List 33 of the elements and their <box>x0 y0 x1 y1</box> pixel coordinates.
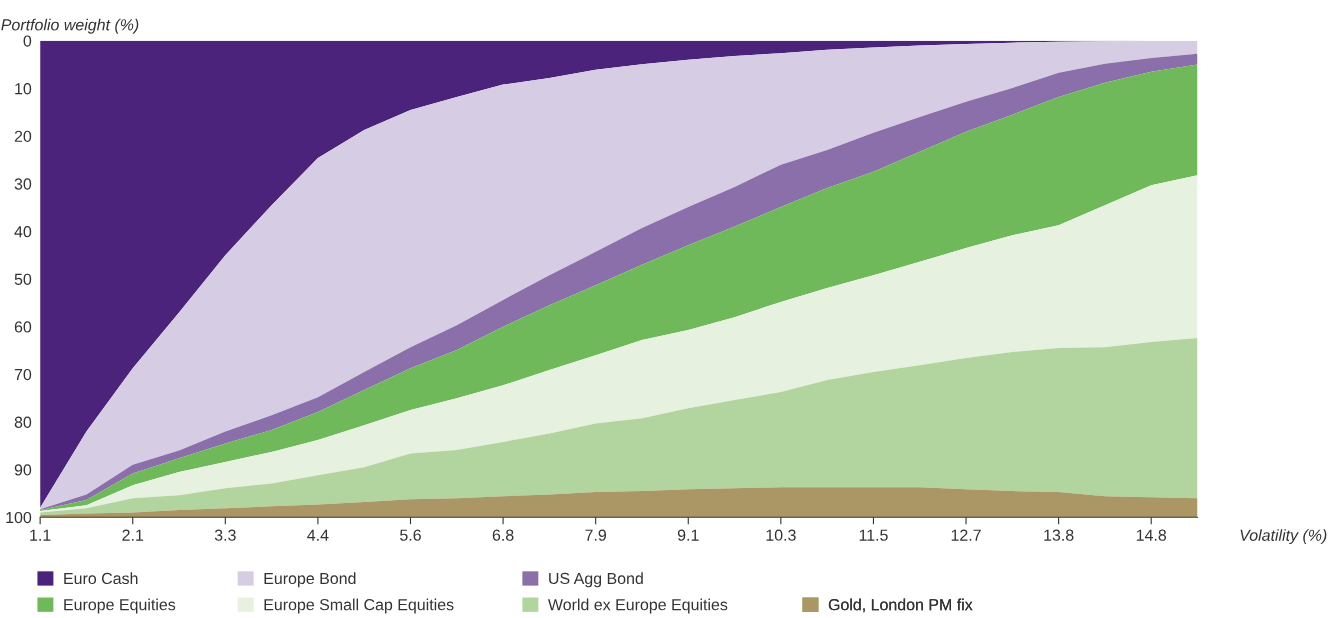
x-tick-label: 3.3 <box>214 529 236 541</box>
legend-label: US Agg Bond <box>549 572 643 588</box>
legend-label: Gold, London PM fix <box>828 598 973 613</box>
x-tick-label: 12.7 <box>951 529 981 541</box>
y-tick-label: 60 <box>14 321 32 333</box>
legend-label: Euro Cash <box>64 572 138 585</box>
x-tick-label: 4.4 <box>307 529 329 541</box>
legend-label: Europe Small Cap Equities <box>264 598 454 614</box>
y-tick-label: 0 <box>23 35 32 47</box>
y-tick-label: 70 <box>14 368 32 381</box>
x-tick-label: 11.5 <box>859 529 888 541</box>
y-tick-label: 80 <box>14 416 32 428</box>
y-tick-label: 20 <box>14 130 32 143</box>
y-tick-label: 50 <box>14 273 32 285</box>
y-tick-label: 40 <box>14 226 32 238</box>
y-axis-title: Portfolio weight (%) <box>1 18 139 34</box>
x-tick-label: 13.8 <box>1044 529 1074 541</box>
legend-label: Europe Equities <box>64 598 176 614</box>
x-tick-label: 1.1 <box>30 529 51 541</box>
x-tick-label: 14.8 <box>1136 529 1167 541</box>
y-tick-label: 100 <box>6 511 32 524</box>
x-tick-label: 7.9 <box>585 529 607 541</box>
x-tick-label: 5.6 <box>400 529 421 541</box>
x-tick-label: 9.1 <box>677 529 699 541</box>
x-tick-label: 10.3 <box>766 529 796 541</box>
legend-label: Europe Bond <box>264 572 356 588</box>
y-tick-label: 90 <box>14 464 32 476</box>
x-tick-label: 6.8 <box>492 529 514 541</box>
y-tick-label: 30 <box>14 178 32 190</box>
y-tick-label: 10 <box>15 83 32 95</box>
x-axis-title: Volatility (%) <box>1240 529 1327 545</box>
legend-label: World ex Europe Equities <box>548 598 728 614</box>
x-tick-label: 2.1 <box>122 529 144 541</box>
